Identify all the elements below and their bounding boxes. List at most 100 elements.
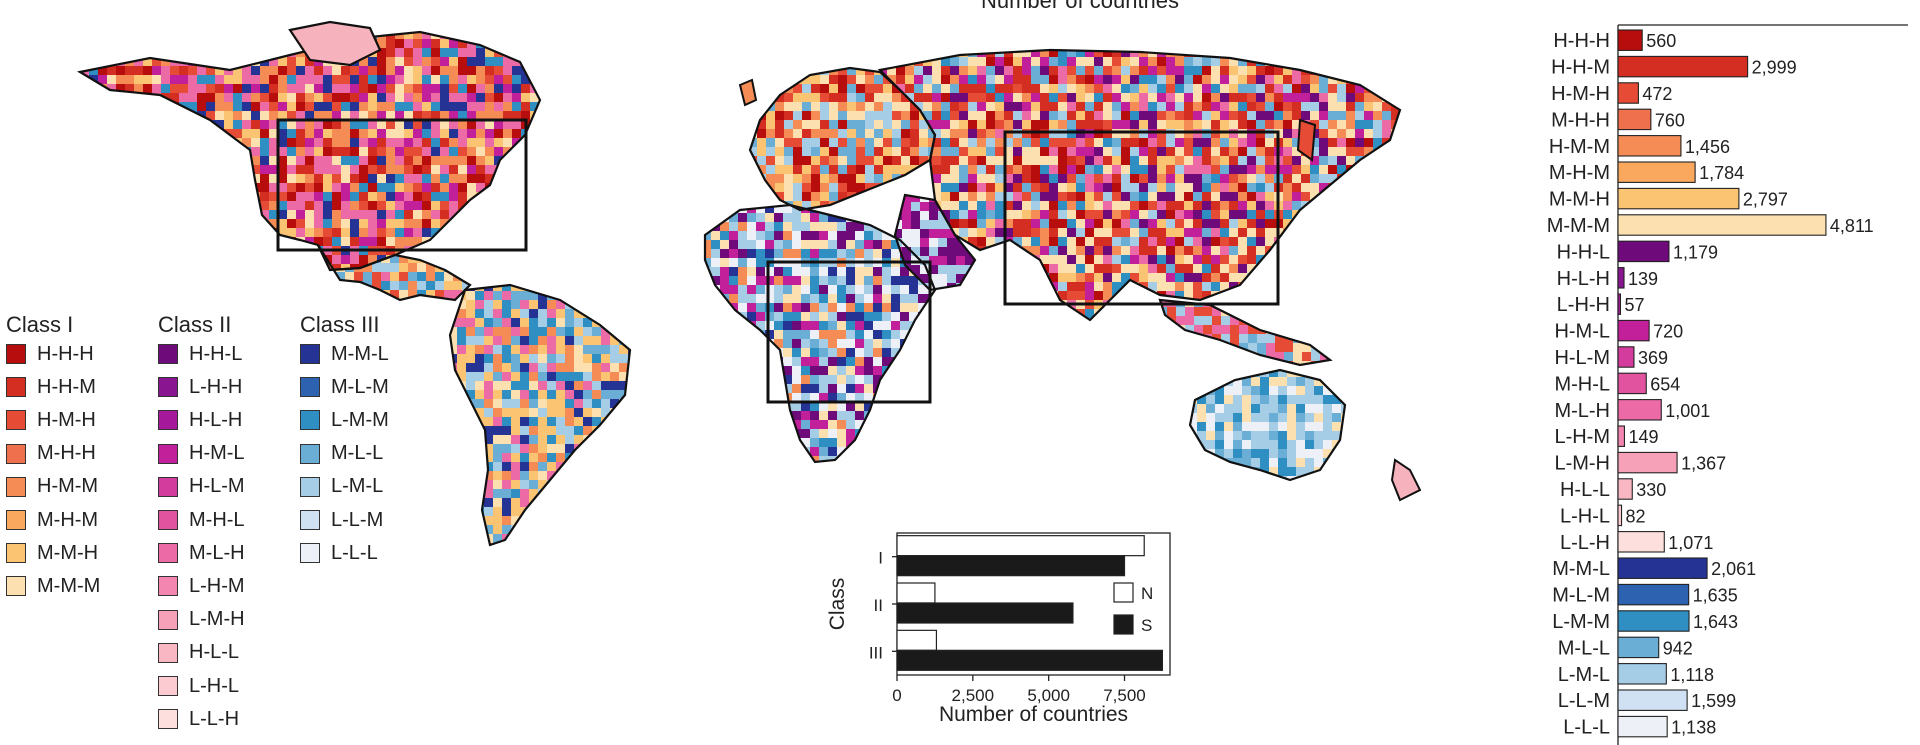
legend-label: H-H-H: [37, 342, 94, 365]
inset-xlabel: Number of countries: [939, 703, 1128, 726]
legend-item: H-L-H: [158, 406, 242, 434]
bar-category-label: H-H-L: [1557, 241, 1610, 263]
inset-bar-N: [896, 629, 938, 651]
bar-category-label: H-L-M: [1554, 347, 1610, 369]
legend-item: H-H-M: [6, 373, 96, 401]
bar-category-label: L-L-M: [1558, 690, 1610, 712]
inset-xtick-label: 7,500: [1103, 686, 1146, 705]
legend-swatch: [300, 410, 320, 431]
coastline: [448, 283, 632, 547]
legend-swatch: [300, 476, 320, 497]
bar: [1617, 267, 1625, 289]
bar-value-label: 149: [1628, 427, 1658, 447]
legend-item: H-M-M: [6, 473, 98, 501]
top-caption: Number of countries: [980, 0, 1180, 13]
inset-bar-N: [896, 535, 1145, 557]
legend-swatch: [6, 410, 26, 431]
legend-label: L-H-L: [189, 674, 240, 697]
legend-item: H-M-L: [158, 440, 245, 468]
bar-category-label: L-M-M: [1552, 611, 1610, 633]
legend-item: L-M-L: [300, 473, 383, 501]
bar-value-label: 1,118: [1670, 665, 1714, 685]
region-sea: [1160, 300, 1330, 365]
bar-value-label: 82: [1626, 506, 1646, 526]
legend-item: H-H-L: [158, 340, 242, 368]
legend-label: H-H-L: [189, 342, 243, 365]
bar-category-label: H-L-L: [1560, 479, 1610, 501]
bar-value-label: 1,179: [1673, 242, 1718, 262]
legend-label: L-L-L: [331, 541, 378, 564]
bar: [1617, 240, 1670, 263]
bar: [1617, 583, 1690, 606]
bar: [1617, 531, 1665, 553]
legend-item: L-H-L: [158, 672, 239, 700]
bar: [1617, 715, 1668, 738]
legend-swatch: [158, 642, 178, 663]
legend-label: M-M-H: [37, 541, 99, 564]
coastline: [703, 203, 937, 464]
legend-item: H-L-M: [158, 473, 245, 501]
legend-label: L-L-H: [189, 707, 240, 730]
bar: [1617, 55, 1749, 78]
inset-ylabel: Class: [826, 578, 849, 631]
bar-category-label: H-M-L: [1554, 321, 1610, 343]
bar-value-label: 57: [1624, 295, 1644, 315]
world-map: [76, 20, 1422, 547]
bar-value-label: 369: [1638, 348, 1668, 368]
bar-value-label: 2,061: [1711, 559, 1756, 579]
bar-value-label: 1,138: [1671, 718, 1716, 738]
coastline: [317, 244, 472, 302]
legend-item: L-M-H: [158, 606, 245, 634]
bar: [1617, 293, 1622, 315]
new-zealand: [1390, 458, 1422, 502]
bar-category-label: M-M-M: [1547, 215, 1610, 237]
legend-label: H-M-M: [37, 475, 99, 498]
legend-item: M-H-M: [6, 506, 98, 534]
legend-item: H-H-H: [6, 340, 94, 368]
inset-bar-N: [896, 582, 936, 604]
bar: [1617, 214, 1827, 236]
bar: [1617, 346, 1635, 368]
legend-swatch: [158, 410, 178, 431]
legend-item: M-L-L: [300, 440, 383, 468]
bar-value-label: 139: [1628, 269, 1658, 289]
bar-value-label: 560: [1646, 31, 1676, 51]
legend-swatch: [158, 510, 178, 530]
bar-category-label: L-M-L: [1558, 664, 1610, 686]
bar-value-label: 1,599: [1691, 691, 1736, 711]
coastline: [893, 193, 977, 292]
legend-swatch: [300, 543, 320, 564]
bar-category-label: L-L-H: [1560, 532, 1610, 554]
bar-value-label: 2,999: [1752, 58, 1797, 78]
bar-value-label: 1,367: [1681, 454, 1726, 474]
class-mosaic: [80, 32, 1400, 545]
inset-ytick-label: II: [874, 596, 883, 615]
class-count-bar-chart: H-H-H 560 H-H-M 2,999 H-M-H 472 M-H-H 760 H-M-M 1…: [1547, 24, 1908, 745]
legend-label: M-L-H: [189, 541, 245, 564]
legend-swatch: [158, 576, 178, 597]
bar: [1617, 108, 1652, 131]
legend-label: L-M-H: [189, 608, 245, 631]
bar: [1617, 478, 1633, 500]
bar-category-label: M-M-H: [1549, 189, 1610, 211]
country-outlines: [76, 20, 1422, 547]
legend-swatch: [158, 609, 178, 630]
legend-swatch: [300, 443, 320, 464]
legend-item: L-L-L: [300, 539, 378, 567]
legend-swatch: [6, 377, 26, 398]
bar-category-label: M-L-L: [1558, 637, 1610, 659]
bar-category-label: L-L-L: [1563, 717, 1610, 739]
bar: [1617, 82, 1639, 104]
legend-swatch: [158, 377, 178, 398]
inset-legend-swatch: [1113, 582, 1134, 603]
legend-label: L-M-M: [331, 408, 389, 431]
legend-item: M-H-L: [158, 506, 245, 534]
legend-label: M-M-L: [331, 342, 389, 365]
bar: [1617, 610, 1690, 632]
region-sa: [450, 285, 630, 545]
legend-label: L-H-H: [189, 375, 243, 398]
bar-category-label: H-H-M: [1551, 57, 1610, 79]
legend-item: L-M-M: [300, 406, 389, 434]
